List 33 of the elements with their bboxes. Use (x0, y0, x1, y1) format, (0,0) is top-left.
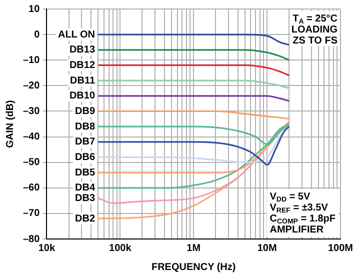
series-label: DB8 (75, 121, 96, 132)
y-tick-label: –20 (22, 80, 40, 92)
series-label: DB7 (75, 136, 96, 148)
series-label: DB6 (75, 152, 96, 163)
series-label: DB13 (69, 44, 96, 56)
series-label: DB12 (69, 60, 96, 71)
y-tick-label: 0 (34, 29, 40, 40)
x-axis-title: FREQUENCY (Hz) (151, 262, 236, 273)
x-tick-label: 10M (257, 242, 277, 254)
y-tick-label: –80 (22, 234, 40, 245)
x-tick-label: 100k (109, 242, 132, 254)
y-tick-label: –40 (22, 132, 40, 143)
annotation: LOADING (291, 24, 338, 36)
y-tick-label: –10 (22, 54, 40, 66)
series-label: DB2 (75, 213, 96, 224)
annotation: AMPLIFIER (270, 224, 324, 236)
annotation: ZS TO FS (292, 35, 338, 46)
series-label: DB11 (70, 75, 96, 86)
y-tick-label: –70 (22, 208, 40, 220)
y-tick-label: –30 (22, 106, 40, 117)
series-label: DB3 (75, 192, 96, 204)
x-tick-label: 10k (38, 242, 56, 254)
y-axis-title: GAIN (dB) (4, 100, 16, 148)
series-label: DB5 (75, 167, 96, 178)
y-tick-label: –60 (22, 182, 40, 194)
series-label: DB10 (69, 90, 96, 102)
series-label: DB9 (75, 106, 96, 117)
series-label: DB4 (75, 182, 96, 194)
series-label: ALL ON (58, 29, 96, 40)
y-tick-label: 10 (28, 4, 40, 15)
x-tick-label: 100M (328, 242, 353, 254)
y-tick-label: –50 (22, 157, 40, 168)
x-tick-label: 1M (186, 242, 201, 254)
